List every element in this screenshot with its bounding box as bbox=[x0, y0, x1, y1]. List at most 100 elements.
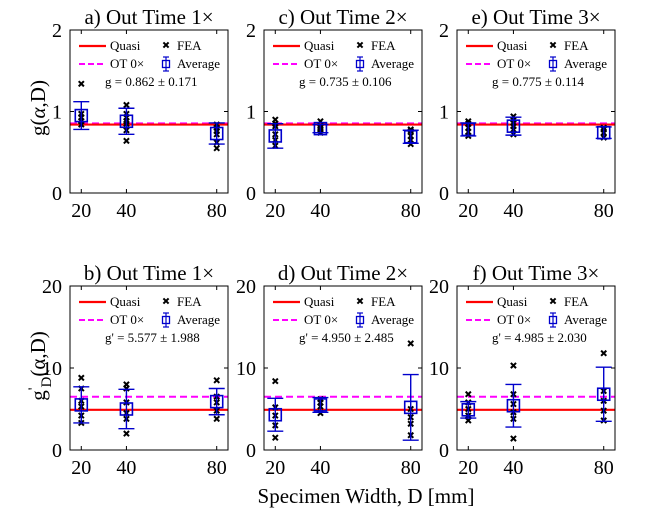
panel-d-legend: Quasi OT 0× FEA Average g' = 4.950 ± 2.485 bbox=[273, 294, 414, 345]
panel-f-ytick-label-2: 20 bbox=[429, 276, 449, 298]
legend-average-marker bbox=[161, 59, 171, 69]
panel-b-ytick-label-0: 0 bbox=[52, 440, 62, 462]
legend-fea-swatch bbox=[162, 297, 170, 305]
panel-c-legend: Quasi OT 0× FEA Average g = 0.735 ± 0.106 bbox=[273, 38, 414, 89]
legend-average-label: Average bbox=[564, 56, 607, 71]
panel-a-average-0 bbox=[73, 101, 90, 131]
panel-d-average-0-marker bbox=[268, 407, 283, 422]
panel-d: d) Out Time 2× 0 10 20 20 40 80 Quasi OT 0× FEA Av… bbox=[236, 261, 423, 479]
panel-b-fea-point-0-5-stroke-2 bbox=[77, 374, 85, 382]
panel-b-ytick-label-1: 10 bbox=[42, 358, 62, 380]
panel-d-xtick-label-0: 20 bbox=[265, 457, 285, 479]
panel-b-average-1 bbox=[118, 388, 135, 430]
legend-fea-label: FEA bbox=[564, 294, 589, 309]
panel-c-ytick-label-0: 0 bbox=[246, 183, 256, 205]
panel-f: f) Out Time 3× 0 10 20 20 40 80 Quasi OT 0× FEA Av… bbox=[429, 261, 616, 479]
panel-c-average-0-marker bbox=[268, 129, 283, 143]
legend-average-label: Average bbox=[371, 312, 414, 327]
legend-fea-label: FEA bbox=[371, 38, 396, 53]
panel-f-average-2-marker bbox=[596, 387, 611, 402]
panel-f-fea-point-1-5 bbox=[510, 362, 517, 369]
panel-d-ytick-label-2: 20 bbox=[236, 276, 256, 298]
legend-average-marker bbox=[548, 315, 558, 325]
panel-b-average-1-marker bbox=[119, 402, 134, 416]
panel-b-ytick-label-2: 20 bbox=[42, 276, 62, 298]
panel-c-xtick-label-2: 80 bbox=[401, 200, 421, 222]
panel-c-average-1-marker bbox=[313, 121, 328, 136]
panel-d-ytick-label-0: 0 bbox=[246, 440, 256, 462]
panel-a-average-2-marker bbox=[209, 126, 224, 141]
panel-b-average-2 bbox=[208, 387, 225, 416]
legend-average-marker bbox=[355, 59, 365, 69]
panel-b-average-0 bbox=[73, 386, 90, 424]
panel-e-average-0-marker bbox=[461, 122, 476, 137]
legend-ot0-label: OT 0× bbox=[497, 56, 531, 71]
legend-fea-label: FEA bbox=[177, 294, 202, 309]
panel-f-average-0 bbox=[460, 400, 477, 419]
legend-quasi-label: Quasi bbox=[497, 294, 528, 309]
panel-a-fea-point-1-3 bbox=[123, 101, 130, 109]
legend-fea-swatch-stroke-2 bbox=[356, 41, 364, 49]
panel-e-ytick-label-0: 0 bbox=[439, 183, 449, 205]
panel-e: e) Out Time 3× 0 1 2 20 40 80 Quasi OT 0× FEA Aver… bbox=[439, 5, 616, 222]
panel-a-average-0-marker bbox=[74, 108, 89, 123]
panel-e-xtick-label-0: 20 bbox=[458, 200, 478, 222]
panel-d-fea-point-0-0 bbox=[271, 434, 279, 442]
panel-b-fea-point-1-0 bbox=[123, 430, 130, 437]
panel-f-average-1 bbox=[505, 383, 522, 428]
legend-fea-swatch bbox=[356, 297, 364, 305]
panel-f-fea-point-0-0 bbox=[464, 417, 472, 424]
panel-f-fea-point-0-4 bbox=[464, 390, 472, 398]
panel-f-fea-point-2-4 bbox=[600, 349, 608, 357]
panel-c-frame bbox=[263, 29, 423, 194]
panel-f-xtick-label-1: 40 bbox=[503, 457, 523, 479]
legend-quasi-label: Quasi bbox=[304, 38, 335, 53]
legend-quasi-label: Quasi bbox=[497, 38, 528, 53]
panel-a-fea-point-2-0-stroke-2 bbox=[213, 144, 221, 152]
panel-f-ytick-label-1: 10 bbox=[429, 358, 449, 380]
panel-a-fea-point-1-3-stroke-2 bbox=[123, 101, 130, 109]
legend-ot0-label: OT 0× bbox=[110, 312, 144, 327]
legend-ot0-label: OT 0× bbox=[497, 312, 531, 327]
panel-d-stats-annotation: g' = 4.950 ± 2.485 bbox=[299, 330, 394, 345]
panel-e-frame bbox=[456, 29, 616, 194]
x-axis-label: Specimen Width, D [mm] bbox=[258, 484, 475, 508]
row1-y-axis-label: g(α,D) bbox=[26, 80, 50, 136]
panel-f-title: f) Out Time 3× bbox=[473, 261, 600, 285]
panel-b-stats-annotation: g' = 5.577 ± 1.988 bbox=[105, 330, 200, 345]
panel-a-fea-point-2-0 bbox=[213, 144, 221, 152]
panel-b-legend: Quasi OT 0× FEA Average g' = 5.577 ± 1.988 bbox=[79, 294, 220, 345]
panel-d-fea-point-2-4 bbox=[407, 340, 415, 347]
panel-f-fea-point-1-5-stroke-2 bbox=[510, 362, 517, 369]
panel-f-xtick-label-0: 20 bbox=[458, 457, 478, 479]
panel-d-xtick-label-1: 40 bbox=[310, 457, 330, 479]
legend-ot0-label: OT 0× bbox=[304, 312, 338, 327]
panel-e-average-1-marker bbox=[506, 119, 521, 133]
panel-a-fea-point-0-1 bbox=[77, 80, 85, 88]
panel-e-ytick-label-2: 2 bbox=[439, 20, 449, 42]
panel-c: c) Out Time 2× 0 1 2 20 40 80 Quasi OT 0× FEA Aver… bbox=[246, 5, 423, 222]
panel-b-fea-point-2-4-stroke-2 bbox=[213, 376, 221, 384]
panel-e-fea-point-1-4-stroke-2 bbox=[510, 113, 517, 120]
panel-b-frame bbox=[69, 285, 229, 451]
panel-a-fea-point-1-0-stroke-2 bbox=[123, 137, 130, 145]
panel-e-legend: Quasi OT 0× FEA Average g = 0.775 ± 0.114 bbox=[466, 38, 607, 89]
panel-a: a) Out Time 1× 0 1 2 20 40 80 Quasi OT 0× FEA Aver… bbox=[52, 5, 229, 222]
panel-b-xtick-label-1: 40 bbox=[116, 457, 136, 479]
legend-ot0-label: OT 0× bbox=[304, 56, 338, 71]
panel-d-fea-point-0-4-stroke-2 bbox=[271, 377, 279, 385]
panel-a-average-1 bbox=[118, 107, 135, 136]
panel-c-stats-annotation: g = 0.735 ± 0.106 bbox=[299, 74, 392, 89]
panel-f-stats-annotation: g' = 4.985 ± 2.030 bbox=[492, 330, 587, 345]
panel-f-ytick-label-0: 0 bbox=[439, 440, 449, 462]
panel-b-fea-point-2-4 bbox=[213, 376, 221, 384]
panel-d-average-2 bbox=[402, 373, 419, 441]
panel-b-xtick-label-0: 20 bbox=[71, 457, 91, 479]
panel-c-title: c) Out Time 2× bbox=[278, 5, 407, 29]
legend-average-label: Average bbox=[177, 56, 220, 71]
legend-fea-label: FEA bbox=[564, 38, 589, 53]
panel-d-fea-point-0-4 bbox=[271, 377, 279, 385]
legend-fea-swatch-stroke-2 bbox=[549, 297, 557, 305]
panel-c-xtick-label-0: 20 bbox=[265, 200, 285, 222]
panel-a-ytick-label-0: 0 bbox=[52, 183, 62, 205]
